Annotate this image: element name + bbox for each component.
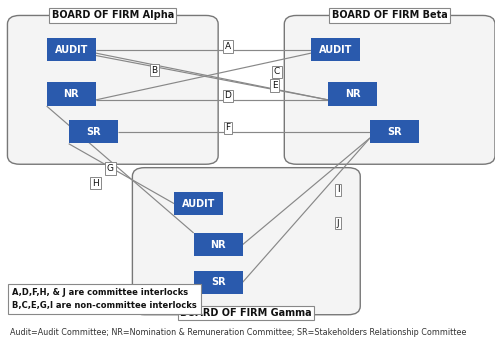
Text: AUDIT: AUDIT bbox=[319, 45, 352, 55]
Text: C: C bbox=[274, 67, 280, 76]
Text: A,D,F,H, & J are committee interlocks
B,C,E,G,I are non-committee interlocks: A,D,F,H, & J are committee interlocks B,… bbox=[12, 288, 197, 310]
FancyBboxPatch shape bbox=[132, 168, 360, 315]
FancyBboxPatch shape bbox=[284, 15, 495, 164]
FancyBboxPatch shape bbox=[370, 120, 419, 143]
Text: NR: NR bbox=[64, 89, 79, 99]
Text: SR: SR bbox=[211, 277, 226, 287]
Text: G: G bbox=[107, 164, 114, 173]
FancyBboxPatch shape bbox=[194, 233, 242, 256]
Text: D: D bbox=[224, 91, 232, 100]
Text: BOARD OF FIRM Gamma: BOARD OF FIRM Gamma bbox=[180, 308, 312, 318]
FancyBboxPatch shape bbox=[174, 192, 223, 215]
Text: SR: SR bbox=[86, 127, 101, 137]
Text: B: B bbox=[152, 66, 158, 75]
FancyBboxPatch shape bbox=[328, 82, 378, 106]
Text: H: H bbox=[92, 179, 99, 187]
Text: A: A bbox=[225, 42, 231, 51]
Text: NR: NR bbox=[210, 240, 226, 250]
Text: E: E bbox=[272, 81, 278, 90]
FancyBboxPatch shape bbox=[46, 82, 96, 106]
Text: AUDIT: AUDIT bbox=[182, 199, 215, 209]
Text: SR: SR bbox=[387, 127, 402, 137]
Text: F: F bbox=[226, 124, 230, 133]
Text: J: J bbox=[337, 218, 340, 228]
Text: I: I bbox=[337, 185, 340, 194]
Text: Audit=Audit Committee; NR=Nomination & Remuneration Committee; SR=Stakeholders R: Audit=Audit Committee; NR=Nomination & R… bbox=[10, 328, 466, 337]
Text: AUDIT: AUDIT bbox=[54, 45, 88, 55]
FancyBboxPatch shape bbox=[8, 15, 218, 164]
FancyBboxPatch shape bbox=[68, 120, 117, 143]
FancyBboxPatch shape bbox=[311, 38, 360, 61]
Text: BOARD OF FIRM Alpha: BOARD OF FIRM Alpha bbox=[52, 10, 174, 21]
FancyBboxPatch shape bbox=[46, 38, 96, 61]
FancyBboxPatch shape bbox=[194, 270, 242, 294]
Text: NR: NR bbox=[345, 89, 360, 99]
Text: BOARD OF FIRM Beta: BOARD OF FIRM Beta bbox=[332, 10, 448, 21]
